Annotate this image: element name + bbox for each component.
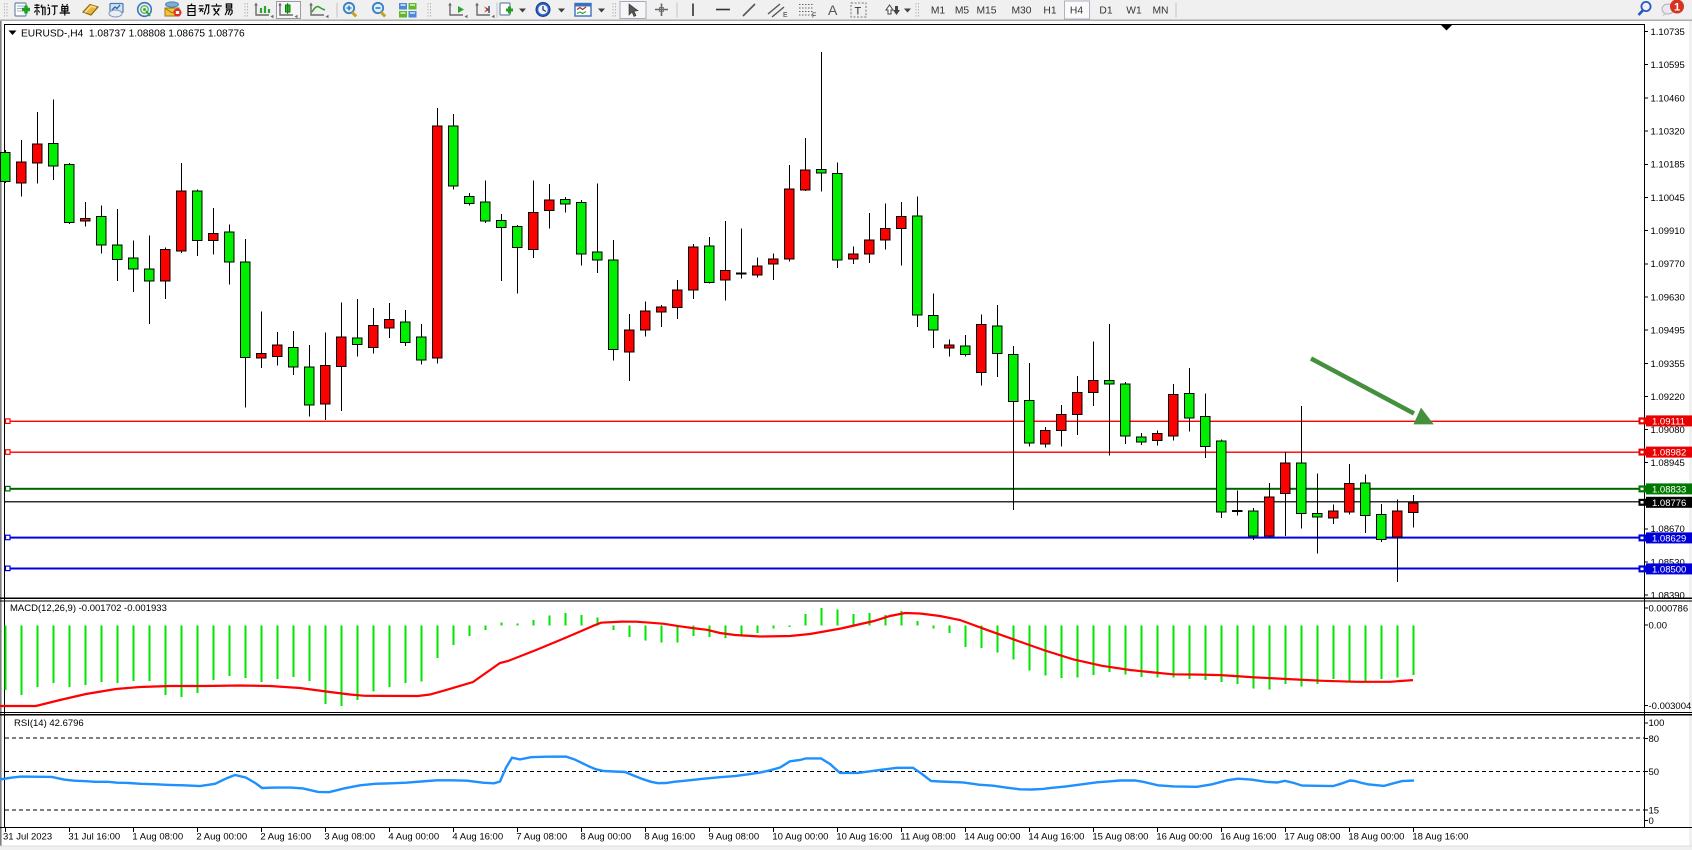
svg-text:16 Aug 16:00: 16 Aug 16:00 — [1220, 832, 1276, 843]
svg-text:1.10045: 1.10045 — [1651, 193, 1685, 204]
svg-text:M15: M15 — [976, 6, 996, 17]
svg-text:16 Aug 00:00: 16 Aug 00:00 — [1156, 832, 1212, 843]
svg-text:1.09080: 1.09080 — [1651, 425, 1685, 436]
svg-text:1.08776: 1.08776 — [1652, 498, 1686, 509]
svg-text:8 Aug 16:00: 8 Aug 16:00 — [644, 832, 695, 843]
svg-text:2 Aug 16:00: 2 Aug 16:00 — [260, 832, 311, 843]
svg-text:100: 100 — [1649, 718, 1665, 729]
svg-text:31 Jul 16:00: 31 Jul 16:00 — [68, 832, 120, 843]
svg-text:14 Aug 00:00: 14 Aug 00:00 — [964, 832, 1020, 843]
svg-text:1.08833: 1.08833 — [1652, 484, 1686, 495]
svg-text:1.08390: 1.08390 — [1651, 590, 1685, 601]
svg-text:1.10320: 1.10320 — [1651, 127, 1685, 138]
svg-text:E: E — [783, 12, 788, 19]
svg-text:15: 15 — [1649, 806, 1660, 817]
svg-text:1.09630: 1.09630 — [1651, 292, 1685, 303]
svg-text:M30: M30 — [1011, 6, 1031, 17]
svg-text:1 Aug 08:00: 1 Aug 08:00 — [132, 832, 183, 843]
svg-text:1.08530: 1.08530 — [1651, 557, 1685, 568]
svg-text:MACD(12,26,9) -0.001702 -0.001: MACD(12,26,9) -0.001702 -0.001933 — [10, 603, 167, 614]
svg-text:11 Aug 08:00: 11 Aug 08:00 — [900, 832, 955, 843]
svg-text:4 Aug 00:00: 4 Aug 00:00 — [388, 832, 439, 843]
svg-text:RSI(14) 42.6796: RSI(14) 42.6796 — [14, 718, 84, 729]
svg-text:1.09111: 1.09111 — [1652, 416, 1685, 427]
svg-text:1.09770: 1.09770 — [1651, 259, 1685, 270]
svg-text:2 Aug 00:00: 2 Aug 00:00 — [196, 832, 247, 843]
svg-text:D1: D1 — [1099, 6, 1112, 17]
svg-text:H4: H4 — [1070, 6, 1083, 17]
svg-text:A: A — [828, 2, 838, 18]
svg-text:M1: M1 — [931, 6, 946, 17]
svg-text:1.10460: 1.10460 — [1651, 93, 1685, 104]
svg-text:0: 0 — [1649, 816, 1654, 827]
svg-text:10 Aug 00:00: 10 Aug 00:00 — [772, 832, 828, 843]
svg-text:1.10595: 1.10595 — [1651, 60, 1685, 71]
svg-text:7 Aug 08:00: 7 Aug 08:00 — [516, 832, 567, 843]
svg-text:1.09355: 1.09355 — [1651, 359, 1685, 370]
svg-text:1.08500: 1.08500 — [1652, 564, 1686, 575]
svg-text:1.08945: 1.08945 — [1651, 458, 1685, 469]
svg-text:3 Aug 08:00: 3 Aug 08:00 — [324, 832, 375, 843]
svg-text:17 Aug 08:00: 17 Aug 08:00 — [1284, 832, 1340, 843]
svg-text:F: F — [812, 13, 816, 20]
svg-text:18 Aug 16:00: 18 Aug 16:00 — [1412, 832, 1468, 843]
svg-text:-0.003004: -0.003004 — [1649, 701, 1692, 712]
svg-text:1.09495: 1.09495 — [1651, 326, 1685, 337]
svg-text:MN: MN — [1152, 6, 1168, 17]
svg-text:1.08982: 1.08982 — [1652, 448, 1686, 459]
svg-text:1: 1 — [1674, 2, 1680, 14]
svg-text:8 Aug 00:00: 8 Aug 00:00 — [580, 832, 631, 843]
svg-text:T: T — [855, 6, 862, 18]
svg-text:W1: W1 — [1126, 6, 1142, 17]
svg-text:0.00: 0.00 — [1649, 621, 1668, 632]
svg-text:1.08629: 1.08629 — [1652, 533, 1686, 544]
svg-text:1.10735: 1.10735 — [1651, 27, 1685, 38]
svg-text:H1: H1 — [1043, 6, 1056, 17]
svg-text:10 Aug 16:00: 10 Aug 16:00 — [836, 832, 892, 843]
svg-text:14 Aug 16:00: 14 Aug 16:00 — [1028, 832, 1084, 843]
svg-text:9 Aug 08:00: 9 Aug 08:00 — [708, 832, 759, 843]
svg-text:15 Aug 08:00: 15 Aug 08:00 — [1092, 832, 1148, 843]
svg-text:EURUSD-,H4 1.08737 1.08808 1.: EURUSD-,H4 1.08737 1.08808 1.08675 1.087… — [21, 29, 245, 40]
svg-text:18 Aug 00:00: 18 Aug 00:00 — [1348, 832, 1404, 843]
svg-text:M5: M5 — [955, 6, 970, 17]
svg-text:4 Aug 16:00: 4 Aug 16:00 — [452, 832, 503, 843]
svg-text:31 Jul 2023: 31 Jul 2023 — [3, 832, 52, 843]
svg-text:1.09220: 1.09220 — [1651, 392, 1685, 403]
svg-text:80: 80 — [1649, 734, 1660, 745]
svg-text:1.10185: 1.10185 — [1651, 160, 1685, 171]
svg-text:50: 50 — [1649, 767, 1660, 778]
svg-text:0.000786: 0.000786 — [1649, 603, 1689, 614]
svg-text:1.09910: 1.09910 — [1651, 226, 1685, 237]
svg-text:1.08670: 1.08670 — [1651, 524, 1685, 535]
